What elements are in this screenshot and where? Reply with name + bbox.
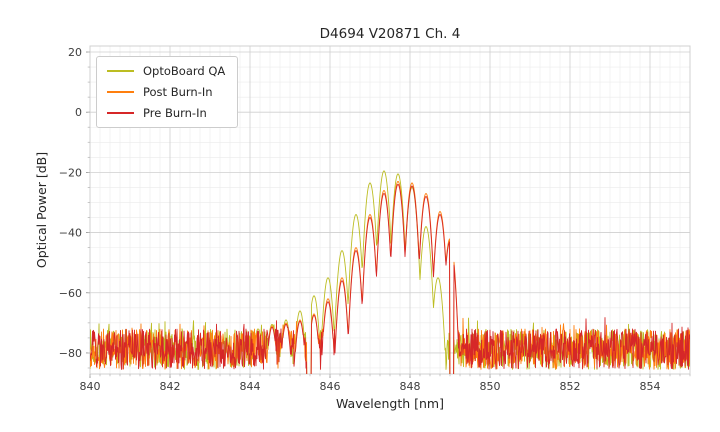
legend-label: Post Burn-In xyxy=(143,85,213,99)
x-axis-label: Wavelength [nm] xyxy=(336,396,444,411)
legend-label: Pre Burn-In xyxy=(143,106,207,120)
legend-item-optoboard-qa: OptoBoard QA xyxy=(107,64,225,78)
legend-line-swatch xyxy=(107,70,134,72)
chart-title: D4694 V20871 Ch. 4 xyxy=(319,26,461,42)
legend-item-pre-burn-in: Pre Burn-In xyxy=(107,106,225,120)
legend-line-swatch xyxy=(107,112,134,114)
legend-line-swatch xyxy=(107,91,134,93)
legend: OptoBoard QA Post Burn-In Pre Burn-In xyxy=(96,56,239,128)
legend-label: OptoBoard QA xyxy=(143,64,226,78)
legend-item-post-burn-in: Post Burn-In xyxy=(107,85,225,99)
y-axis-label: Optical Power [dB] xyxy=(34,151,49,269)
